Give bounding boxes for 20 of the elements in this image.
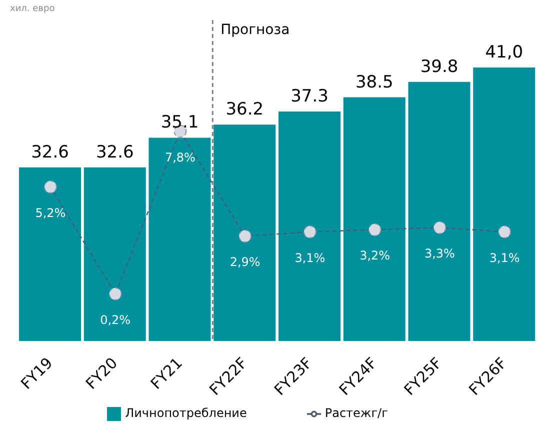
data-label: 41,0 bbox=[485, 42, 524, 63]
data-label: 0,2% bbox=[100, 312, 131, 327]
data-label: 2,9% bbox=[230, 255, 260, 270]
data-label: 35.1 bbox=[160, 112, 199, 133]
data-label: 32.6 bbox=[96, 142, 134, 162]
data-label: 32.6 bbox=[31, 142, 69, 162]
data-label: 7,8% bbox=[164, 150, 196, 164]
data-label: 39.8 bbox=[420, 56, 458, 77]
data-label: 37.3 bbox=[290, 86, 328, 107]
annotation: Прогноза bbox=[220, 22, 290, 38]
data-label: 3,3% bbox=[424, 246, 455, 261]
data-label: 38.5 bbox=[355, 72, 394, 92]
data-label: 36.2 bbox=[226, 100, 264, 120]
data-label: 3,1% bbox=[489, 250, 520, 265]
data-label: 3,2% bbox=[360, 248, 390, 263]
legend-label: Личнопотребление bbox=[125, 406, 247, 420]
data-label: 3,1% bbox=[294, 250, 326, 265]
y-axis-title: хил. евро bbox=[10, 4, 55, 14]
legend-label: Растежг/г bbox=[324, 406, 388, 420]
data-label: 5,2% bbox=[35, 206, 66, 220]
